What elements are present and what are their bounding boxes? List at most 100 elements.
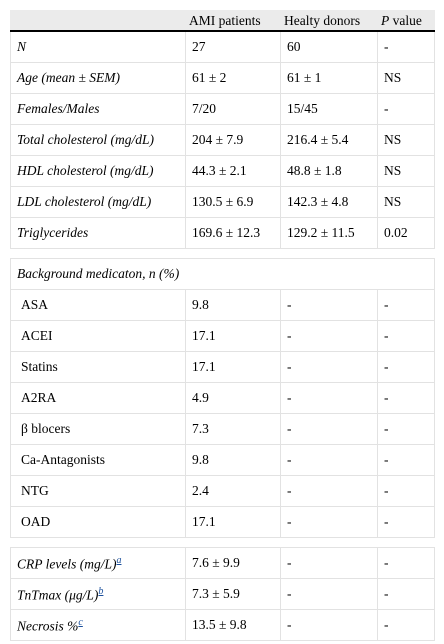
cell: - (280, 506, 378, 538)
cell: - (377, 382, 435, 414)
cell: 9.8 (185, 444, 281, 476)
cell: 17.1 (185, 351, 281, 383)
cell: 0.02 (377, 217, 435, 249)
cell: 61 ± 2 (185, 62, 281, 94)
cell: 60 (280, 30, 378, 63)
row: β blocers 7.3- - (10, 413, 435, 445)
cell: 44.3 ± 2.1 (185, 155, 281, 187)
spacer-row (10, 537, 435, 548)
header-cell: P value (377, 10, 435, 32)
cell: - (377, 609, 435, 641)
p-symbol: P (381, 12, 390, 28)
cell: 17.1 (185, 320, 281, 352)
cell: 130.5 ± 6.9 (185, 186, 281, 218)
cell: 15/45 (280, 93, 378, 125)
row-label: LDL cholesterol (mg/dL) (10, 186, 186, 218)
cell: 169.6 ± 12.3 (185, 217, 281, 249)
cell: 4.9 (185, 382, 281, 414)
row: Total cholesterol (mg/dL) 204 ± 7.9 216.4 … (10, 124, 435, 156)
cell: 2.4 (185, 475, 281, 507)
row: CRP levels (mg/L)a 7.6 ± 9.9- - (10, 547, 435, 579)
row-label: β blocers (10, 413, 186, 445)
row-label: Ca-Antagonists (10, 444, 186, 476)
footnote-link[interactable]: a (116, 554, 122, 566)
row: Statins 17.1- - (10, 351, 435, 383)
spacer-row (10, 248, 435, 259)
row: Necrosis %c 13.5 ± 9.8- - (10, 609, 435, 641)
cell: - (280, 382, 378, 414)
cell: 216.4 ± 5.4 (280, 124, 378, 156)
row: Age (mean ± SEM) 61 ± 2 61 ± 1 NS (10, 62, 435, 94)
row: NTG 2.4- - (10, 475, 435, 507)
row: ACEI 17.1- - (10, 320, 435, 352)
footnote-link[interactable]: b (98, 585, 104, 597)
header-cell: Healty donors (280, 10, 378, 32)
cell: - (377, 93, 435, 125)
cell: - (377, 413, 435, 445)
row: Females/Males 7/20 15/45- (10, 93, 435, 125)
row-label: CRP levels (mg/L)a (10, 547, 186, 579)
spacer-cell (10, 537, 435, 548)
footnote-ref: a (116, 554, 121, 566)
header-cell: AMI patients (185, 10, 281, 32)
cell: 7.6 ± 9.9 (185, 547, 281, 579)
table-body: N 27 60- Age (mean ± SEM) 61 ± 2 61 ± 1 NS Fema… (10, 30, 435, 641)
cell: - (280, 609, 378, 641)
section-row: Background medicaton, n (%) (10, 258, 435, 290)
cell: 204 ± 7.9 (185, 124, 281, 156)
cell: - (377, 30, 435, 63)
cell: NS (377, 186, 435, 218)
section-title: Background medicaton, n (%) (10, 258, 435, 290)
label-text: CRP levels (mg/L) (17, 556, 117, 572)
cell: 13.5 ± 9.8 (185, 609, 281, 641)
row: N 27 60- (10, 30, 435, 63)
row-label: ASA (10, 289, 186, 321)
cell: - (280, 289, 378, 321)
row-label: Triglycerides (10, 217, 186, 249)
row: HDL cholesterol (mg/dL) 44.3 ± 2.1 48.8 ± … (10, 155, 435, 187)
label-text: Necrosis % (17, 618, 79, 634)
cell: NS (377, 124, 435, 156)
row-label: A2RA (10, 382, 186, 414)
cell: 9.8 (185, 289, 281, 321)
footnote-link[interactable]: c (78, 616, 83, 628)
cell: NS (377, 155, 435, 187)
cell: 129.2 ± 11.5 (280, 217, 378, 249)
cell: NS (377, 62, 435, 94)
p-text: value (392, 12, 422, 28)
row-label: Age (mean ± SEM) (10, 62, 186, 94)
row: Triglycerides 169.6 ± 12.3 129.2 ± 11.5 0.0… (10, 217, 435, 249)
row: LDL cholesterol (mg/dL) 130.5 ± 6.9 142.3 … (10, 186, 435, 218)
row-label: Total cholesterol (mg/dL) (10, 124, 186, 156)
footnote-ref: b (98, 585, 103, 597)
cell: - (377, 320, 435, 352)
cell: - (377, 351, 435, 383)
cell: 7/20 (185, 93, 281, 125)
cell: - (280, 475, 378, 507)
row-label: Necrosis %c (10, 609, 186, 641)
row-label: ACEI (10, 320, 186, 352)
row-label: OAD (10, 506, 186, 538)
row-label: Statins (10, 351, 186, 383)
row: A2RA 4.9- - (10, 382, 435, 414)
cell: 7.3 ± 5.9 (185, 578, 281, 610)
cell: - (280, 578, 378, 610)
row: ASA 9.8- - (10, 289, 435, 321)
cell: 17.1 (185, 506, 281, 538)
row: OAD 17.1- - (10, 506, 435, 538)
header-row: AMI patients Healty donors P value (10, 10, 435, 32)
cell: - (377, 289, 435, 321)
label-text: TnTmax (μg/L) (17, 587, 99, 603)
cell: - (280, 320, 378, 352)
cell: 27 (185, 30, 281, 63)
cell: 48.8 ± 1.8 (280, 155, 378, 187)
row-label: TnTmax (μg/L)b (10, 578, 186, 610)
cell: 142.3 ± 4.8 (280, 186, 378, 218)
cell: - (377, 444, 435, 476)
row-label: Females/Males (10, 93, 186, 125)
cell: - (377, 547, 435, 579)
cell: - (280, 351, 378, 383)
cell: - (377, 506, 435, 538)
data-table: AMI patients Healty donors P value N 27 60… (10, 10, 435, 641)
